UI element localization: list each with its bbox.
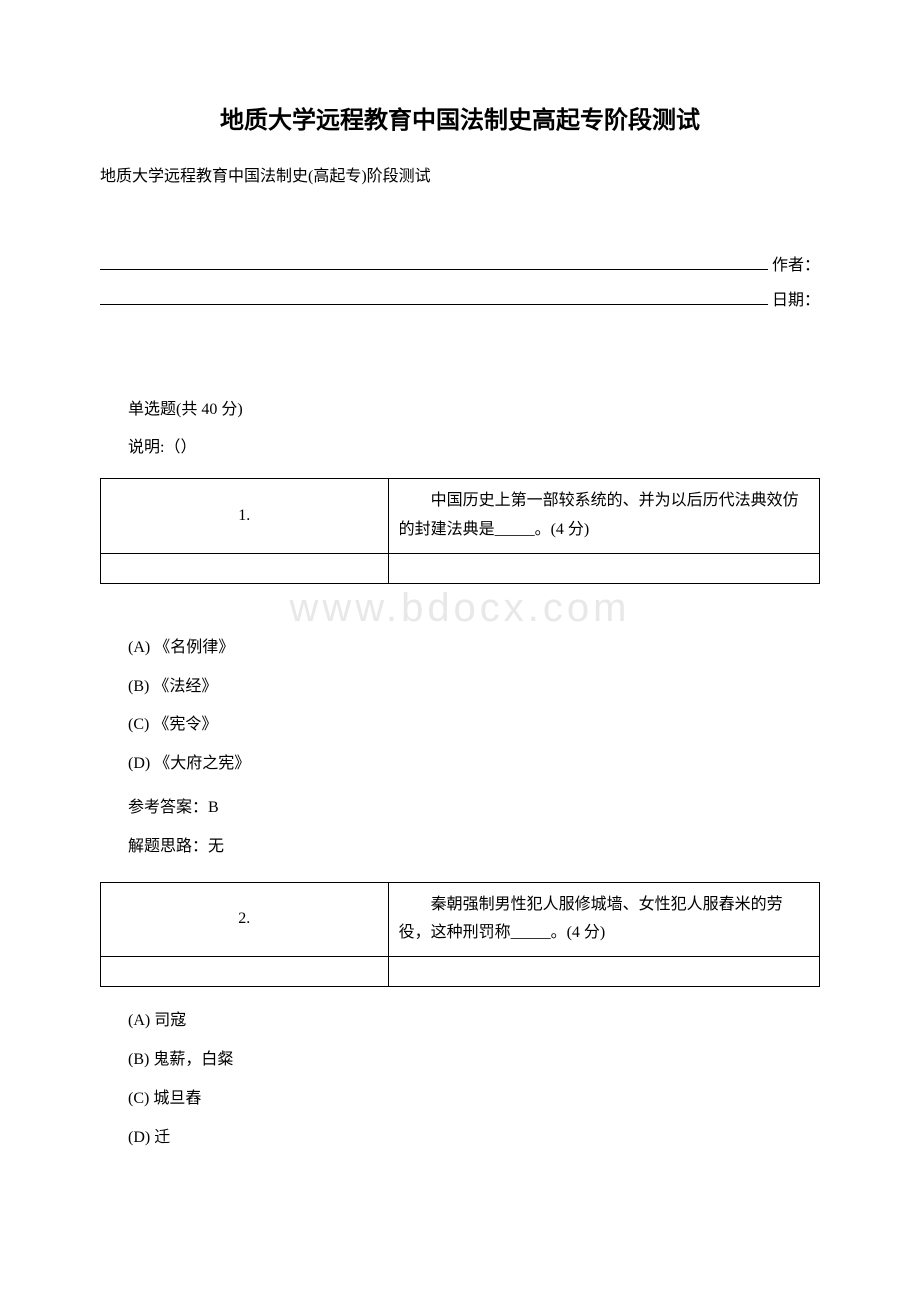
option-d: (D) 迁 (128, 1124, 820, 1153)
question-1-options: (A) 《名例律》 (B) 《法经》 (C) 《宪令》 (D) 《大府之宪》 (100, 634, 820, 779)
answer-label: 参考答案： (128, 799, 208, 816)
option-b: (B) 鬼薪，白粲 (128, 1046, 820, 1075)
author-line: 作者： (100, 252, 820, 281)
date-label: 日期： (772, 287, 820, 316)
question-number: 2. (101, 882, 389, 957)
option-a: (A) 司寇 (128, 1007, 820, 1036)
explain-line: 解题思路：无 (100, 833, 820, 862)
empty-cell (101, 957, 389, 987)
question-text: 秦朝强制男性犯人服修城墙、女性犯人服舂米的劳役，这种刑罚称_____。(4 分) (388, 882, 819, 957)
instruction-text: 说明:（） (100, 434, 820, 463)
option-c: (C) 城旦舂 (128, 1085, 820, 1114)
option-a: (A) 《名例律》 (128, 634, 820, 663)
question-text: 中国历史上第一部较系统的、并为以后历代法典效仿的封建法典是_____。(4 分) (388, 479, 819, 554)
option-b: (B) 《法经》 (128, 673, 820, 702)
date-line: 日期： (100, 287, 820, 316)
author-label: 作者： (772, 252, 820, 281)
empty-cell (388, 957, 819, 987)
page-subtitle: 地质大学远程教育中国法制史(高起专)阶段测试 (100, 163, 820, 192)
answer-value: B (208, 799, 219, 816)
empty-cell (101, 553, 389, 583)
explain-value: 无 (208, 838, 224, 855)
question-table-1: 1. 中国历史上第一部较系统的、并为以后历代法典效仿的封建法典是_____。(4… (100, 478, 820, 584)
empty-cell (388, 553, 819, 583)
explain-label: 解题思路： (128, 838, 208, 855)
question-number: 1. (101, 479, 389, 554)
question-table-2: 2. 秦朝强制男性犯人服修城墙、女性犯人服舂米的劳役，这种刑罚称_____。(4… (100, 882, 820, 988)
author-underline (100, 269, 768, 270)
option-d: (D) 《大府之宪》 (128, 750, 820, 779)
question-2-options: (A) 司寇 (B) 鬼薪，白粲 (C) 城旦舂 (D) 迁 (100, 1007, 820, 1152)
option-c: (C) 《宪令》 (128, 711, 820, 740)
page-title: 地质大学远程教育中国法制史高起专阶段测试 (100, 100, 820, 143)
date-underline (100, 304, 768, 305)
answer-line: 参考答案：B (100, 794, 820, 823)
section-heading: 单选题(共 40 分) (100, 396, 820, 425)
